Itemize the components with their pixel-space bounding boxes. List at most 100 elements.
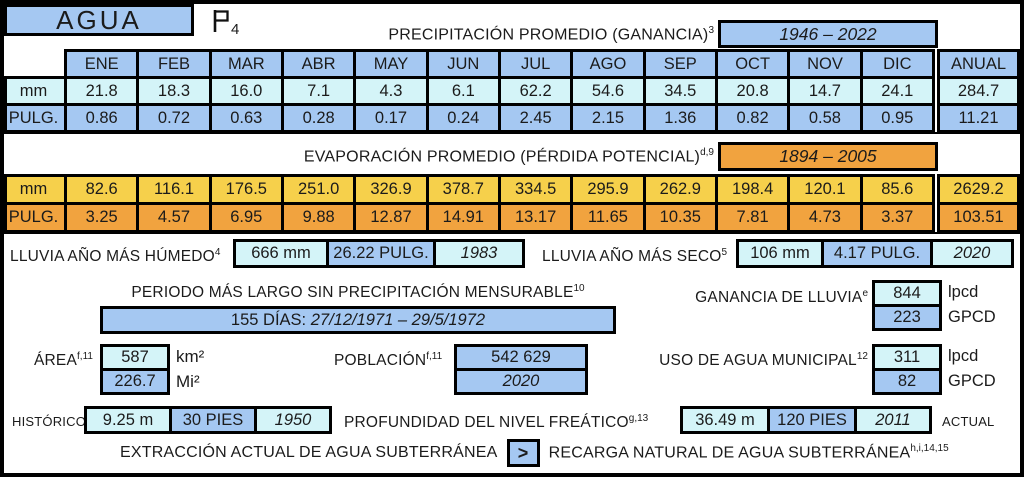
evap-mm-cell: 295.9 xyxy=(570,174,646,205)
evap-pulg-cell: 4.73 xyxy=(787,202,863,233)
dry-spell-dates: 27/12/1971 – 29/5/1972 xyxy=(310,310,486,329)
rain-gain-label: GANANCIA DE LLUVIAe xyxy=(695,288,868,307)
flag-indicator: 4 xyxy=(212,9,239,38)
current-ft-box: 120 PIES xyxy=(767,406,857,434)
unit-gpcd: GPCD xyxy=(948,372,996,390)
dry-spell-days: 155 DÍAS: xyxy=(230,310,311,329)
area-km2-box: 587 xyxy=(100,344,170,371)
current-m-box: 36.49 m xyxy=(680,406,770,434)
row-label-pulg: PULG. xyxy=(4,103,67,133)
precipitation-section: AGUA 4 PRECIPITACIÓN PROMEDIO (GANANCIA)… xyxy=(4,4,1020,134)
evap-pulg-cell: 7.81 xyxy=(714,202,791,233)
precip-pulg-cell: 0.86 xyxy=(63,103,140,133)
historic-label: HISTÓRICO xyxy=(12,414,87,429)
precip-pulg-cell: 0.95 xyxy=(859,103,936,133)
evaporation-period-box: 1894 – 2005 xyxy=(718,142,938,171)
area-units: km² Mi² xyxy=(176,344,204,394)
corner-cell xyxy=(5,50,66,78)
current-year-box: 2011 xyxy=(854,406,932,434)
dry-spell-label: PERIODO MÁS LARGO SIN PRECIPITACIÓN MENS… xyxy=(100,283,616,302)
water-table-label-sup: g,13 xyxy=(628,413,649,424)
evap-pulg-cell: 13.17 xyxy=(497,202,574,233)
precip-pulg-cell: 0.58 xyxy=(787,103,863,133)
rain-gain-values: 844 223 xyxy=(872,280,942,331)
evap-mm-cell: 82.6 xyxy=(63,174,140,205)
wettest-year-label: LLUVIA AÑO MÁS HÚMEDO4 xyxy=(10,247,220,266)
precipitation-title-sup: 3 xyxy=(708,25,714,36)
unit-lpcd: lpcd xyxy=(948,347,979,365)
actual-label: ACTUAL xyxy=(942,414,995,429)
precipitation-title: PRECIPITACIÓN PROMEDIO (GANANCIA)3 xyxy=(388,25,714,44)
population-label-sup: f,11 xyxy=(426,351,443,362)
historic-ft-box: 30 PIES xyxy=(169,406,257,434)
evap-mm-cell: 378.7 xyxy=(425,174,501,205)
evap-mm-cell: 262.9 xyxy=(642,174,718,205)
precip-mm-annual: 284.7 xyxy=(937,76,1020,106)
evap-mm-cell: 120.1 xyxy=(787,174,863,205)
precip-pulg-annual: 11.21 xyxy=(937,103,1020,133)
recharge-label-text: RECARGA NATURAL DE AGUA SUBTERRÁNEA xyxy=(548,444,911,462)
area-label-sup: f,11 xyxy=(77,351,93,362)
precip-mm-cell: 6.1 xyxy=(425,76,501,106)
evap-pulg-cell: 11.65 xyxy=(570,202,646,233)
area-values: 587 226.7 xyxy=(100,344,170,395)
spacer-cell xyxy=(933,50,939,78)
evaporation-title: EVAPORACIÓN PROMEDIO (PÉRDIDA POTENCIAL)… xyxy=(304,147,714,166)
flag-count: 4 xyxy=(231,21,240,38)
rain-gain-gpcd-box: 223 xyxy=(872,304,942,331)
municipal-use-values: 311 82 xyxy=(872,344,942,395)
population-year-box: 2020 xyxy=(454,368,588,395)
rain-gain-lpcd-box: 844 xyxy=(872,280,942,307)
precip-pulg-cell: 2.45 xyxy=(497,103,574,133)
evap-mm-row: mm 82.6 116.1 176.5 251.0 326.9 378.7 33… xyxy=(4,174,1020,205)
annual-header: ANUAL xyxy=(937,49,1020,79)
evap-mm-cell: 251.0 xyxy=(280,174,357,205)
precip-mm-cell: 62.2 xyxy=(497,76,574,106)
precip-mm-cell: 24.1 xyxy=(859,76,936,106)
month-header: SEP xyxy=(642,49,718,79)
driest-label-sup: 5 xyxy=(721,247,728,258)
stats-section: LLUVIA AÑO MÁS HÚMEDO4 666 mm 26.22 PULG… xyxy=(4,234,1020,473)
evap-pulg-cell: 12.87 xyxy=(353,202,429,233)
evap-mm-annual: 2629.2 xyxy=(937,174,1020,205)
evap-mm-cell: 198.4 xyxy=(714,174,791,205)
precip-pulg-cell: 0.82 xyxy=(714,103,791,133)
evap-mm-cell: 85.6 xyxy=(859,174,936,205)
dry-spell-value-box: 155 DÍAS: 27/12/1971 – 29/5/1972 xyxy=(100,306,616,334)
month-header: JUN xyxy=(425,49,501,79)
evaporation-title-text: EVAPORACIÓN PROMEDIO (PÉRDIDA POTENCIAL) xyxy=(303,148,701,166)
precip-pulg-cell: 0.63 xyxy=(208,103,284,133)
precip-pulg-cell: 0.24 xyxy=(425,103,501,133)
driest-values: 106 mm 4.17 PULG. 2020 xyxy=(736,239,1014,268)
wettest-label-sup: 4 xyxy=(214,247,221,258)
month-header: NOV xyxy=(787,49,863,79)
municipal-use-units: lpcd GPCD xyxy=(948,344,996,394)
precip-pulg-cell: 1.36 xyxy=(642,103,718,133)
row-label-pulg: PULG. xyxy=(4,202,67,233)
current-values: 36.49 m 120 PIES 2011 xyxy=(680,406,932,434)
area-label-text: ÁREA xyxy=(34,352,78,370)
precip-mm-cell: 34.5 xyxy=(642,76,718,106)
month-header-row: ENE FEB MAR ABR MAY JUN JUL AGO SEP OCT … xyxy=(5,49,1020,79)
unit-km2: km² xyxy=(176,346,205,366)
precipitation-title-text: PRECIPITACIÓN PROMEDIO (GANANCIA) xyxy=(388,26,709,44)
row-label-mm: mm xyxy=(4,76,67,106)
evap-pulg-row: PULG. 3.25 4.57 6.95 9.88 12.87 14.91 13… xyxy=(4,202,1020,233)
rain-gain-label-sup: e xyxy=(862,288,868,299)
evaporation-section: EVAPORACIÓN PROMEDIO (PÉRDIDA POTENCIAL)… xyxy=(4,134,1020,234)
evap-pulg-cell: 9.88 xyxy=(280,202,357,233)
evap-pulg-annual: 103.51 xyxy=(937,202,1020,233)
precip-mm-cell: 16.0 xyxy=(208,76,284,106)
evap-pulg-cell: 4.57 xyxy=(136,202,212,233)
historic-m-box: 9.25 m xyxy=(84,406,172,434)
month-header: FEB xyxy=(136,49,212,79)
driest-pulg-box: 4.17 PULG. xyxy=(821,239,933,268)
page-title-text: AGUA xyxy=(56,4,142,35)
municipal-use-label-sup: 12 xyxy=(856,351,868,362)
month-header: ABR xyxy=(280,49,357,79)
month-header: OCT xyxy=(714,49,791,79)
area-mi2-box: 226.7 xyxy=(100,368,170,395)
precipitation-period-box: 1946 – 2022 xyxy=(718,20,938,48)
page-title: AGUA xyxy=(4,4,194,36)
